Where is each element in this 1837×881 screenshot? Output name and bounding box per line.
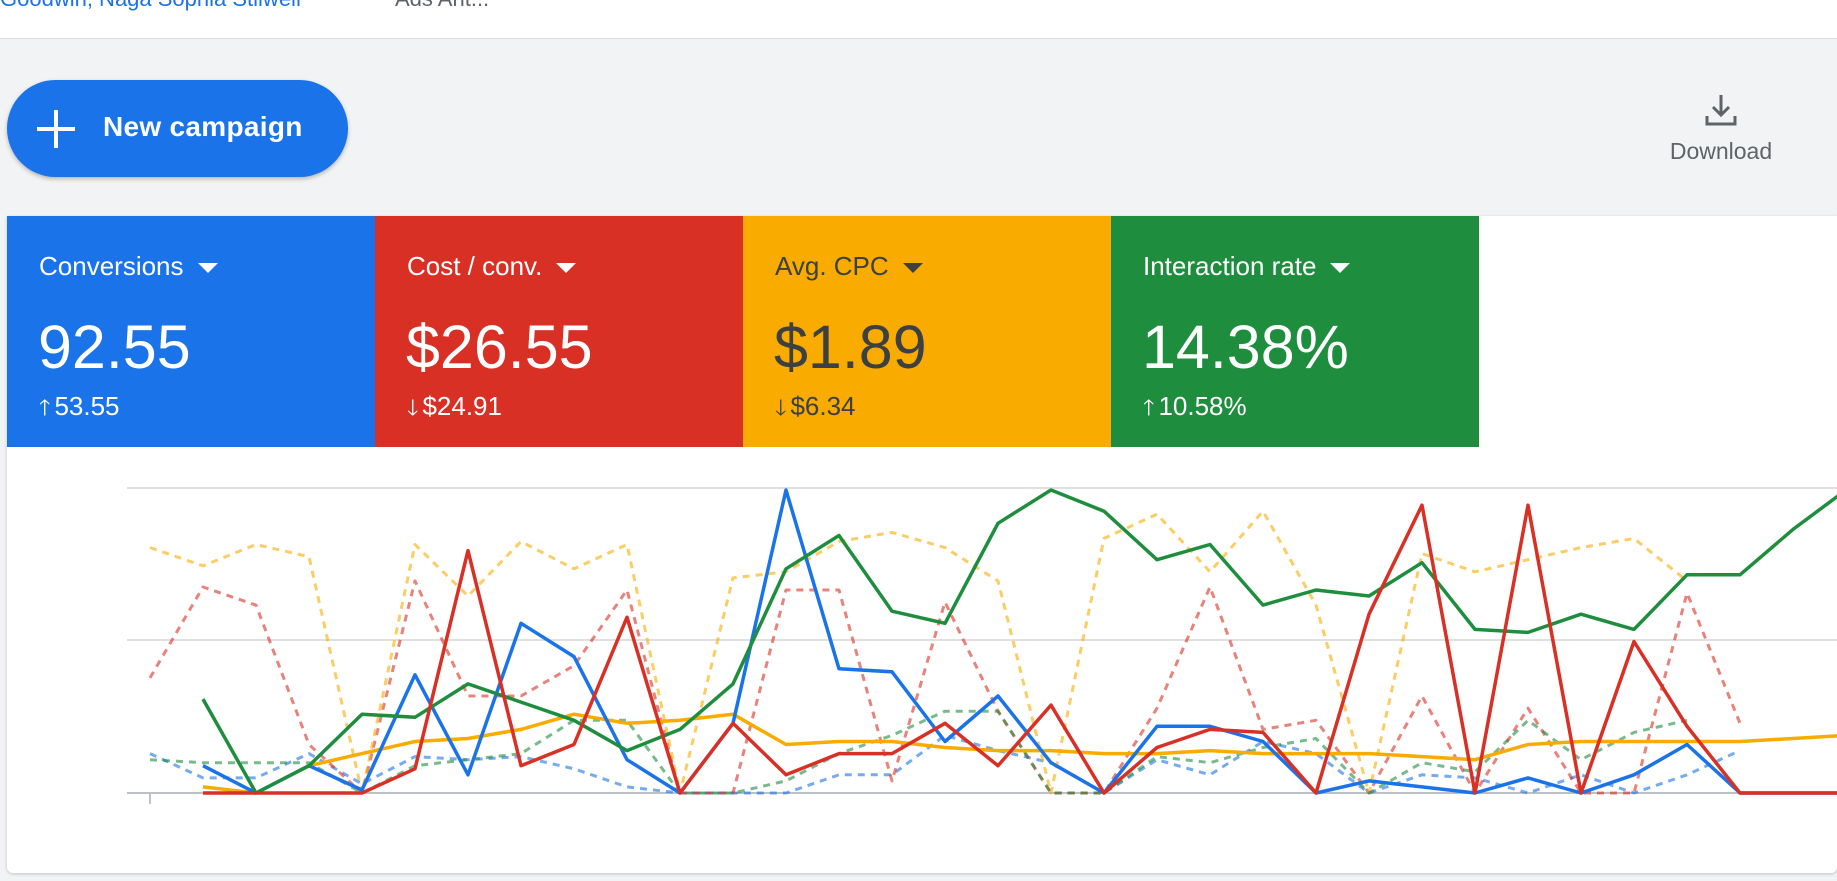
dropdown-caret-icon — [902, 263, 923, 274]
series-line-conversions-comparison--comparison — [149, 733, 1741, 795]
scorecard-name[interactable]: Interaction rate — [1143, 251, 1351, 282]
scorecard-delta: 🡓 $6.34 — [775, 391, 856, 421]
breadcrumb-current: Ads Ant... — [395, 0, 489, 12]
scorecard-value: $26.55 — [406, 313, 593, 381]
scorecard-delta: 🡓 $24.91 — [407, 391, 502, 421]
top-bar: Goodwin, Naga Sophia Stilwell Ads Ant... — [0, 0, 1837, 39]
scorecard-value: 14.38% — [1142, 313, 1349, 381]
dropdown-caret-icon — [1330, 263, 1351, 274]
scorecard-delta: 🡑 53.55 — [39, 391, 120, 421]
series-line-interaction-rate — [201, 488, 1837, 795]
series-line-cost-conv--comparison — [148, 579, 1742, 795]
new-campaign-button[interactable]: New campaign — [7, 80, 348, 177]
download-icon — [1705, 95, 1737, 126]
arrow-down-icon: 🡓 — [407, 395, 419, 420]
dropdown-caret-icon — [197, 263, 218, 274]
chart-series — [148, 488, 1837, 795]
scorecard-delta: 🡑 10.58% — [1143, 391, 1247, 421]
scorecard-avg-cpc[interactable]: Avg. CPC $1.89 🡓 $6.34 — [743, 216, 1111, 447]
arrow-up-icon: 🡑 — [1143, 395, 1155, 420]
arrow-down-icon: 🡓 — [775, 395, 787, 420]
dropdown-caret-icon — [556, 263, 577, 274]
scorecard-cost-per-conversion[interactable]: Cost / conv. $26.55 🡓 $24.91 — [375, 216, 743, 447]
series-line-conversions — [202, 488, 1837, 795]
arrow-up-icon: 🡑 — [39, 395, 51, 420]
new-campaign-label: New campaign — [103, 111, 303, 142]
breadcrumb-account[interactable]: Goodwin, Naga Sophia Stilwell — [0, 0, 301, 12]
download-label: Download — [1669, 138, 1773, 164]
series-line-interaction-rate-comparison--comparison — [149, 709, 1688, 795]
download-button[interactable]: Download — [1650, 90, 1792, 180]
scorecard-name[interactable]: Cost / conv. — [407, 251, 577, 282]
chart-gridlines — [127, 487, 1837, 804]
plus-icon — [37, 110, 75, 148]
scorecard-name[interactable]: Avg. CPC — [775, 251, 923, 282]
scorecard-interaction-rate[interactable]: Interaction rate 14.38% 🡑 10.58% — [1111, 216, 1479, 447]
scorecard-value: $1.89 — [774, 313, 927, 381]
series-line-cost-conv- — [203, 503, 1837, 795]
scorecard-value: 92.55 — [38, 313, 191, 381]
scorecard-name[interactable]: Conversions — [39, 251, 218, 282]
scorecard-conversions[interactable]: Conversions 92.55 🡑 53.55 — [7, 216, 375, 447]
series-line-avg-cpc-comparison--comparison — [149, 509, 1688, 795]
